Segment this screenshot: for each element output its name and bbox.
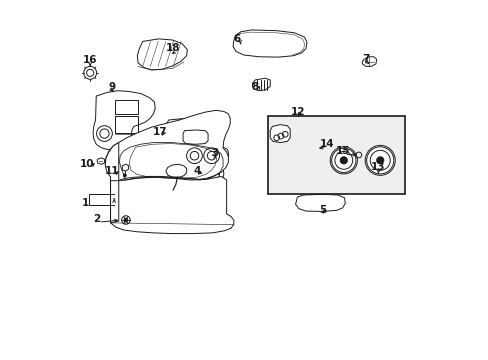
Circle shape xyxy=(124,218,127,222)
Circle shape xyxy=(123,174,126,177)
Text: 10: 10 xyxy=(80,159,94,169)
Text: 1: 1 xyxy=(82,198,89,208)
Bar xyxy=(267,116,405,194)
Text: 9: 9 xyxy=(108,82,115,92)
Text: 18: 18 xyxy=(165,43,180,53)
Circle shape xyxy=(365,145,394,175)
Text: 13: 13 xyxy=(370,162,385,172)
Text: 14: 14 xyxy=(319,139,333,149)
Text: 6: 6 xyxy=(233,34,240,44)
Polygon shape xyxy=(270,125,290,143)
Text: 7: 7 xyxy=(362,54,369,64)
Circle shape xyxy=(329,147,357,174)
Text: 15: 15 xyxy=(335,147,349,157)
Text: 16: 16 xyxy=(83,55,97,65)
Text: 3: 3 xyxy=(211,148,219,158)
Text: 12: 12 xyxy=(290,107,305,117)
Text: 2: 2 xyxy=(92,214,100,224)
Circle shape xyxy=(376,157,383,164)
Text: 4: 4 xyxy=(193,166,201,176)
Text: 5: 5 xyxy=(319,205,326,215)
Polygon shape xyxy=(106,111,230,181)
Circle shape xyxy=(340,157,346,164)
Text: 11: 11 xyxy=(104,166,119,176)
Bar xyxy=(115,100,138,114)
Polygon shape xyxy=(105,143,233,234)
Text: 8: 8 xyxy=(251,82,258,92)
Text: 17: 17 xyxy=(153,127,167,137)
Bar xyxy=(115,116,138,133)
